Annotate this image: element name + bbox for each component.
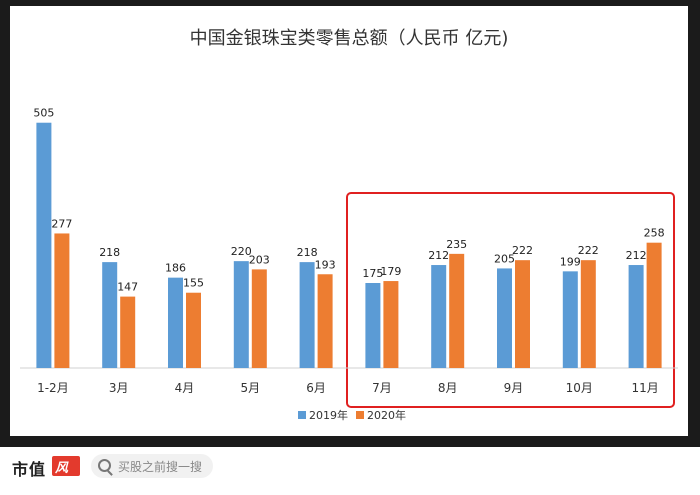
x-tick-label: 1-2月 [37, 381, 69, 395]
data-label-2020-2: 155 [183, 277, 204, 290]
data-label-2019-4: 218 [297, 246, 318, 259]
legend-swatch-0 [298, 411, 306, 419]
legend-label-1: 2020年 [367, 408, 406, 422]
legend-label-0: 2019年 [309, 408, 348, 422]
data-label-2019-3: 220 [231, 245, 252, 258]
data-label-2020-7: 222 [512, 244, 533, 257]
bar-2019-5 [365, 283, 381, 368]
bar-2019-2 [168, 277, 183, 368]
bar-2019-8 [562, 271, 578, 368]
x-tick-label: 6月 [306, 381, 326, 395]
x-tick-label: 10月 [566, 381, 593, 395]
data-label-2019-9: 212 [626, 249, 647, 262]
data-label-2019-7: 205 [494, 252, 515, 265]
data-label-2020-0: 277 [51, 217, 72, 230]
bar-2020-9 [646, 242, 662, 368]
x-tick-label: 11月 [631, 381, 658, 395]
bar-2020-1 [120, 296, 136, 368]
x-tick-label: 9月 [504, 381, 524, 395]
data-label-2020-5: 179 [380, 265, 401, 278]
x-tick-label: 8月 [438, 381, 458, 395]
chart-frame: 中国金银珠宝类零售总额（人民币 亿元) 505 277 1-2月 218 147 3月 186… [0, 0, 700, 447]
bar-2020-0 [54, 233, 70, 368]
bar-2019-0 [36, 122, 52, 368]
footer-bar: 市值 风声 买股之前搜一搜 [0, 447, 700, 495]
brand-logo: 风声 [52, 456, 80, 495]
bar-2020-8 [580, 260, 596, 368]
data-label-2019-8: 199 [560, 255, 581, 268]
brand-name: 市值 [12, 460, 47, 479]
highlight-box [346, 192, 675, 408]
brand-logo-text: 风声 [55, 461, 69, 495]
search-icon [98, 459, 111, 472]
bar-2020-5 [383, 281, 399, 368]
bar-2019-6 [431, 265, 447, 368]
legend-swatch-1 [356, 411, 364, 419]
bar-2020-3 [251, 269, 267, 368]
bar-2020-6 [449, 253, 465, 368]
x-tick-label: 7月 [372, 381, 392, 395]
bar-2019-1 [102, 262, 118, 368]
data-label-2020-8: 222 [578, 244, 599, 257]
chart-area: 中国金银珠宝类零售总额（人民币 亿元) 505 277 1-2月 218 147 3月 186… [10, 6, 688, 436]
data-label-2020-1: 147 [117, 281, 138, 294]
bar-2020-7 [515, 260, 530, 368]
data-label-2019-6: 212 [428, 249, 449, 262]
bar-2019-4 [299, 262, 315, 368]
x-tick-label: 5月 [240, 381, 260, 395]
bar-chart: 中国金银珠宝类零售总额（人民币 亿元) 505 277 1-2月 218 147 3月 186… [20, 28, 678, 422]
bar-2020-2 [186, 292, 201, 368]
data-label-2020-3: 203 [249, 253, 270, 266]
bar-2019-9 [628, 265, 644, 368]
data-label-2019-0: 505 [33, 107, 54, 120]
bar-2019-3 [233, 261, 249, 368]
data-label-2019-2: 186 [165, 262, 186, 275]
data-label-2019-5: 175 [362, 267, 383, 280]
x-tick-label: 3月 [109, 381, 129, 395]
data-label-2019-1: 218 [99, 246, 120, 259]
bar-2020-4 [317, 274, 333, 368]
search-placeholder[interactable]: 买股之前搜一搜 [118, 460, 203, 474]
bar-2019-7 [497, 268, 512, 368]
data-label-2020-9: 258 [644, 227, 665, 240]
x-tick-label: 4月 [175, 381, 195, 395]
search-box[interactable]: 买股之前搜一搜 [91, 454, 213, 478]
chart-title: 中国金银珠宝类零售总额（人民币 亿元) [190, 28, 509, 49]
data-label-2020-4: 193 [315, 258, 336, 271]
data-label-2020-6: 235 [446, 238, 467, 251]
